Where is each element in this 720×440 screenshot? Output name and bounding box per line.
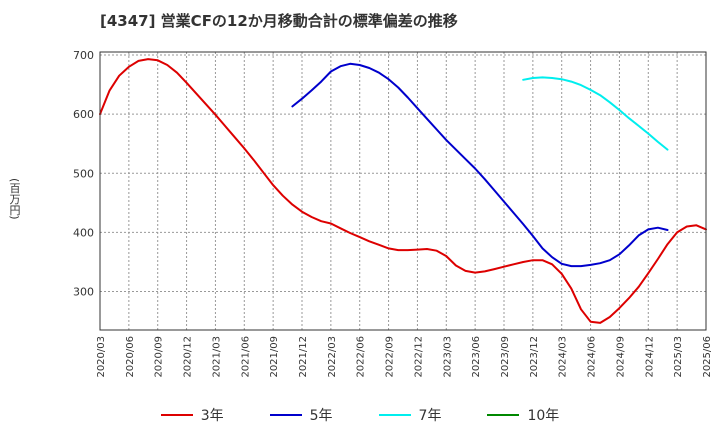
x-tick-label: 2023/06 bbox=[471, 336, 482, 378]
x-tick-label: 2024/03 bbox=[558, 336, 569, 378]
legend: 3年 5年 7年 10年 bbox=[0, 403, 720, 427]
x-tick-label: 2025/03 bbox=[673, 336, 684, 378]
legend-label: 5年 bbox=[309, 408, 333, 424]
y-tick-label: 300 bbox=[73, 286, 94, 299]
x-tick-label: 2025/06 bbox=[702, 336, 713, 378]
legend-label: 7年 bbox=[418, 408, 442, 424]
x-tick-label: 2022/09 bbox=[385, 336, 396, 378]
x-tick-label: 2023/03 bbox=[442, 336, 453, 378]
x-tick-label: 2024/06 bbox=[587, 336, 598, 378]
y-tick-label: 500 bbox=[73, 167, 94, 180]
x-tick-label: 2021/03 bbox=[211, 336, 222, 378]
legend-swatch bbox=[487, 414, 520, 416]
grid-lines bbox=[99, 52, 707, 330]
chart-title: [4347] 営業CFの12か月移動合計の標準偏差の推移 bbox=[100, 12, 458, 30]
x-tick-label: 2024/12 bbox=[644, 336, 655, 378]
y-tick-labels: 300 400 500 600 700 bbox=[73, 49, 94, 299]
x-tick-label: 2021/09 bbox=[269, 336, 280, 378]
x-tick-label: 2021/12 bbox=[298, 336, 309, 378]
legend-item: 10年 bbox=[487, 405, 559, 425]
y-axis-label: (百万円) bbox=[8, 178, 21, 220]
legend-item: 5年 bbox=[269, 405, 333, 425]
x-tick-label: 2022/12 bbox=[413, 336, 424, 378]
x-tick-labels: 2020/03 2020/06 2020/09 2020/12 2021/03 2021/… bbox=[96, 336, 713, 378]
series-line bbox=[522, 76, 669, 151]
y-tick-label: 400 bbox=[73, 226, 94, 239]
legend-label: 10年 bbox=[527, 408, 560, 424]
legend-swatch bbox=[378, 414, 411, 416]
x-tick-label: 2023/12 bbox=[529, 336, 540, 378]
series-line bbox=[291, 62, 669, 268]
legend-item: 3年 bbox=[160, 405, 224, 425]
x-tick-label: 2021/06 bbox=[240, 336, 251, 378]
legend-item: 7年 bbox=[378, 405, 442, 425]
x-tick-label: 2023/09 bbox=[500, 336, 511, 378]
x-tick-label: 2024/09 bbox=[615, 336, 626, 378]
plot-frame bbox=[99, 51, 707, 331]
y-tick-label: 600 bbox=[73, 108, 94, 121]
legend-label: 3年 bbox=[200, 408, 224, 424]
series-lines bbox=[99, 58, 707, 324]
legend-swatch bbox=[269, 414, 302, 416]
x-tick-label: 2020/09 bbox=[154, 336, 165, 378]
x-tick-label: 2020/03 bbox=[96, 336, 107, 378]
x-tick-label: 2020/06 bbox=[125, 336, 136, 378]
legend-swatch bbox=[160, 414, 193, 416]
y-tick-label: 700 bbox=[73, 49, 94, 62]
x-tick-label: 2022/03 bbox=[327, 336, 338, 378]
x-tick-label: 2020/12 bbox=[183, 336, 194, 378]
x-tick-label: 2022/06 bbox=[356, 336, 367, 378]
series-line bbox=[99, 58, 707, 324]
